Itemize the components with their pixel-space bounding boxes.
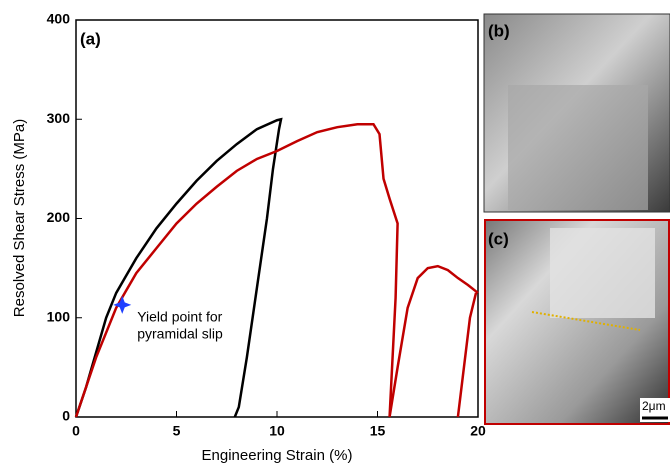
- y-tick-label: 200: [47, 209, 71, 225]
- x-tick-label: 5: [173, 423, 181, 439]
- x-tick-label: 20: [470, 423, 486, 439]
- panel-b: (b): [483, 13, 670, 213]
- annotation-text: pyramidal slip: [137, 326, 223, 342]
- panel-label: (a): [80, 29, 101, 48]
- annotation-text: Yield point for: [137, 309, 222, 325]
- series-line: [74, 117, 283, 418]
- plot-frame: [75, 19, 479, 418]
- pillar: [508, 85, 648, 210]
- panel-label: (c): [488, 229, 509, 248]
- x-tick-label: 0: [72, 423, 80, 439]
- pillar-top: [550, 228, 655, 318]
- y-axis-label: Resolved Shear Stress (MPa): [11, 119, 28, 317]
- panel-label: (b): [488, 21, 510, 40]
- x-axis-label: Engineering Strain (%): [202, 447, 353, 464]
- y-tick-label: 100: [47, 308, 71, 324]
- x-tick-label: 15: [370, 423, 386, 439]
- y-tick-label: 0: [62, 408, 70, 424]
- y-tick-label: 400: [47, 11, 71, 27]
- series-line: [74, 122, 479, 418]
- panel-c: 2μm (c): [484, 219, 670, 425]
- scale-bar-label: 2μm: [642, 399, 666, 413]
- y-tick-label: 300: [47, 110, 71, 126]
- x-tick-label: 10: [269, 423, 285, 439]
- yield-marker: [113, 295, 132, 314]
